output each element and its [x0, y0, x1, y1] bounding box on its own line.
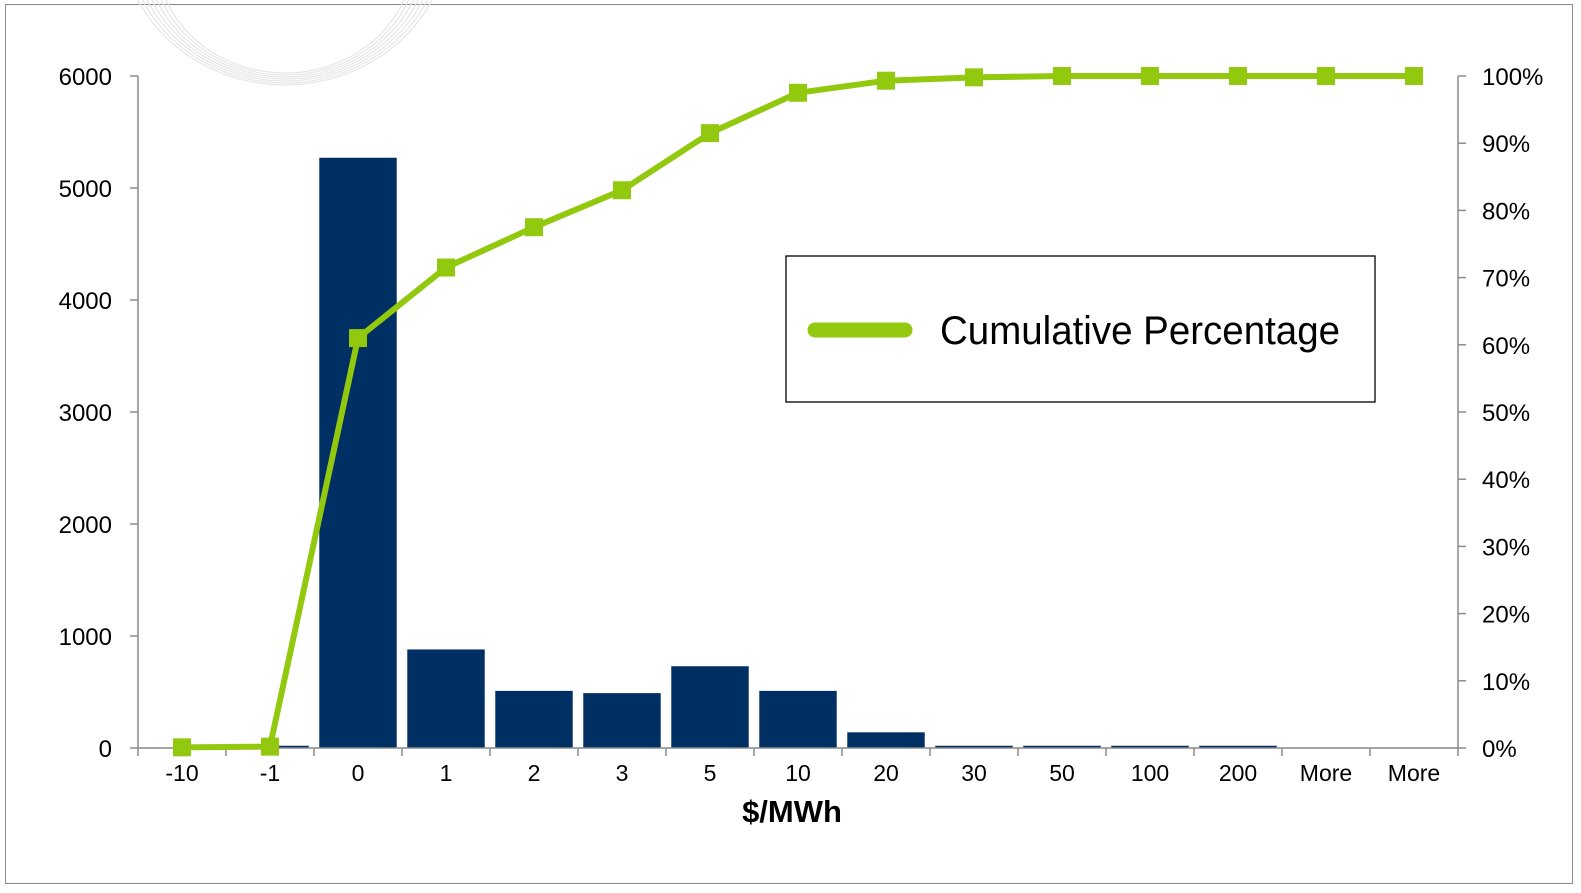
x-tick-label: 1	[440, 760, 453, 786]
watermark-arc	[146, 0, 424, 82]
cumulative-point-14	[1405, 67, 1423, 85]
x-tick-label: 2	[528, 760, 541, 786]
cumulative-point-11	[1141, 67, 1159, 85]
y-right-tick-label: 30%	[1482, 534, 1530, 561]
x-tick-label: 50	[1049, 760, 1075, 786]
watermark-arc	[151, 0, 419, 80]
watermark-arc	[137, 0, 433, 86]
x-tick-label: 10	[785, 760, 811, 786]
x-tick-label: 3	[616, 760, 629, 786]
watermark-arc	[155, 0, 415, 78]
bar-9	[935, 745, 1013, 748]
x-tick-label: More	[1300, 760, 1352, 786]
cumulative-point-2	[349, 329, 367, 348]
decorative-arc-watermark	[137, 0, 433, 86]
y-right-tick-label: 0%	[1482, 736, 1517, 763]
cumulative-point-4	[525, 218, 543, 237]
bar-6	[671, 666, 749, 748]
bar-7	[759, 690, 837, 748]
watermark-arc	[160, 0, 410, 76]
cumulative-point-1	[261, 737, 279, 756]
cumulative-point-12	[1229, 67, 1247, 85]
cumulative-point-6	[701, 124, 719, 143]
cumulative-point-7	[789, 83, 807, 102]
watermark-arc	[141, 0, 429, 84]
bar-10	[1023, 745, 1101, 748]
y-right-tick-label: 60%	[1482, 333, 1530, 360]
y-left-tick-label: 4000	[59, 288, 112, 315]
x-tick-label: More	[1388, 760, 1440, 786]
bar-series	[231, 157, 1277, 748]
y-left-tick-label: 6000	[59, 64, 112, 91]
x-tick-label: 20	[873, 760, 899, 786]
x-tick-label: 100	[1131, 760, 1169, 786]
cumulative-point-8	[877, 71, 895, 90]
cumulative-line-series	[173, 67, 1423, 757]
cumulative-point-5	[613, 181, 631, 200]
chart-frame	[5, 4, 1573, 884]
bar-3	[407, 649, 485, 748]
y-right-tick-label: 100%	[1482, 64, 1543, 91]
y-left-tick-label: 0	[99, 736, 112, 763]
y-right-tick-label: 70%	[1482, 266, 1530, 293]
axes: 01000200030004000500060000%10%20%30%40%5…	[59, 64, 1544, 786]
y-right-tick-label: 20%	[1482, 602, 1530, 629]
x-tick-label: 5	[704, 760, 717, 786]
legend: Cumulative Percentage	[785, 255, 1376, 403]
bar-11	[1111, 745, 1189, 748]
y-right-tick-label: 40%	[1482, 467, 1530, 494]
x-tick-label: -1	[260, 760, 280, 786]
x-tick-label: -10	[165, 760, 198, 786]
y-right-tick-label: 10%	[1482, 669, 1530, 696]
cumulative-point-9	[965, 68, 983, 87]
x-axis-label: $/MWh	[742, 794, 842, 829]
bar-12	[1199, 745, 1277, 748]
y-right-tick-label: 90%	[1482, 131, 1530, 158]
cumulative-point-10	[1053, 67, 1071, 85]
y-left-tick-label: 5000	[59, 176, 112, 203]
y-left-tick-label: 1000	[59, 624, 112, 651]
y-left-tick-label: 3000	[59, 400, 112, 427]
x-tick-label: 30	[961, 760, 987, 786]
cumulative-point-0	[173, 738, 191, 757]
x-tick-label: 0	[352, 760, 365, 786]
x-tick-label: 200	[1219, 760, 1257, 786]
bar-8	[847, 732, 925, 748]
y-left-tick-label: 2000	[59, 512, 112, 539]
watermark-arc	[165, 0, 405, 74]
bar-4	[495, 690, 573, 748]
bar-5	[583, 693, 661, 748]
legend-label-cumulative: Cumulative Percentage	[940, 309, 1340, 353]
y-right-tick-label: 80%	[1482, 198, 1530, 225]
y-right-tick-label: 50%	[1482, 400, 1530, 427]
cumulative-point-13	[1317, 67, 1335, 85]
cumulative-point-3	[437, 258, 455, 277]
